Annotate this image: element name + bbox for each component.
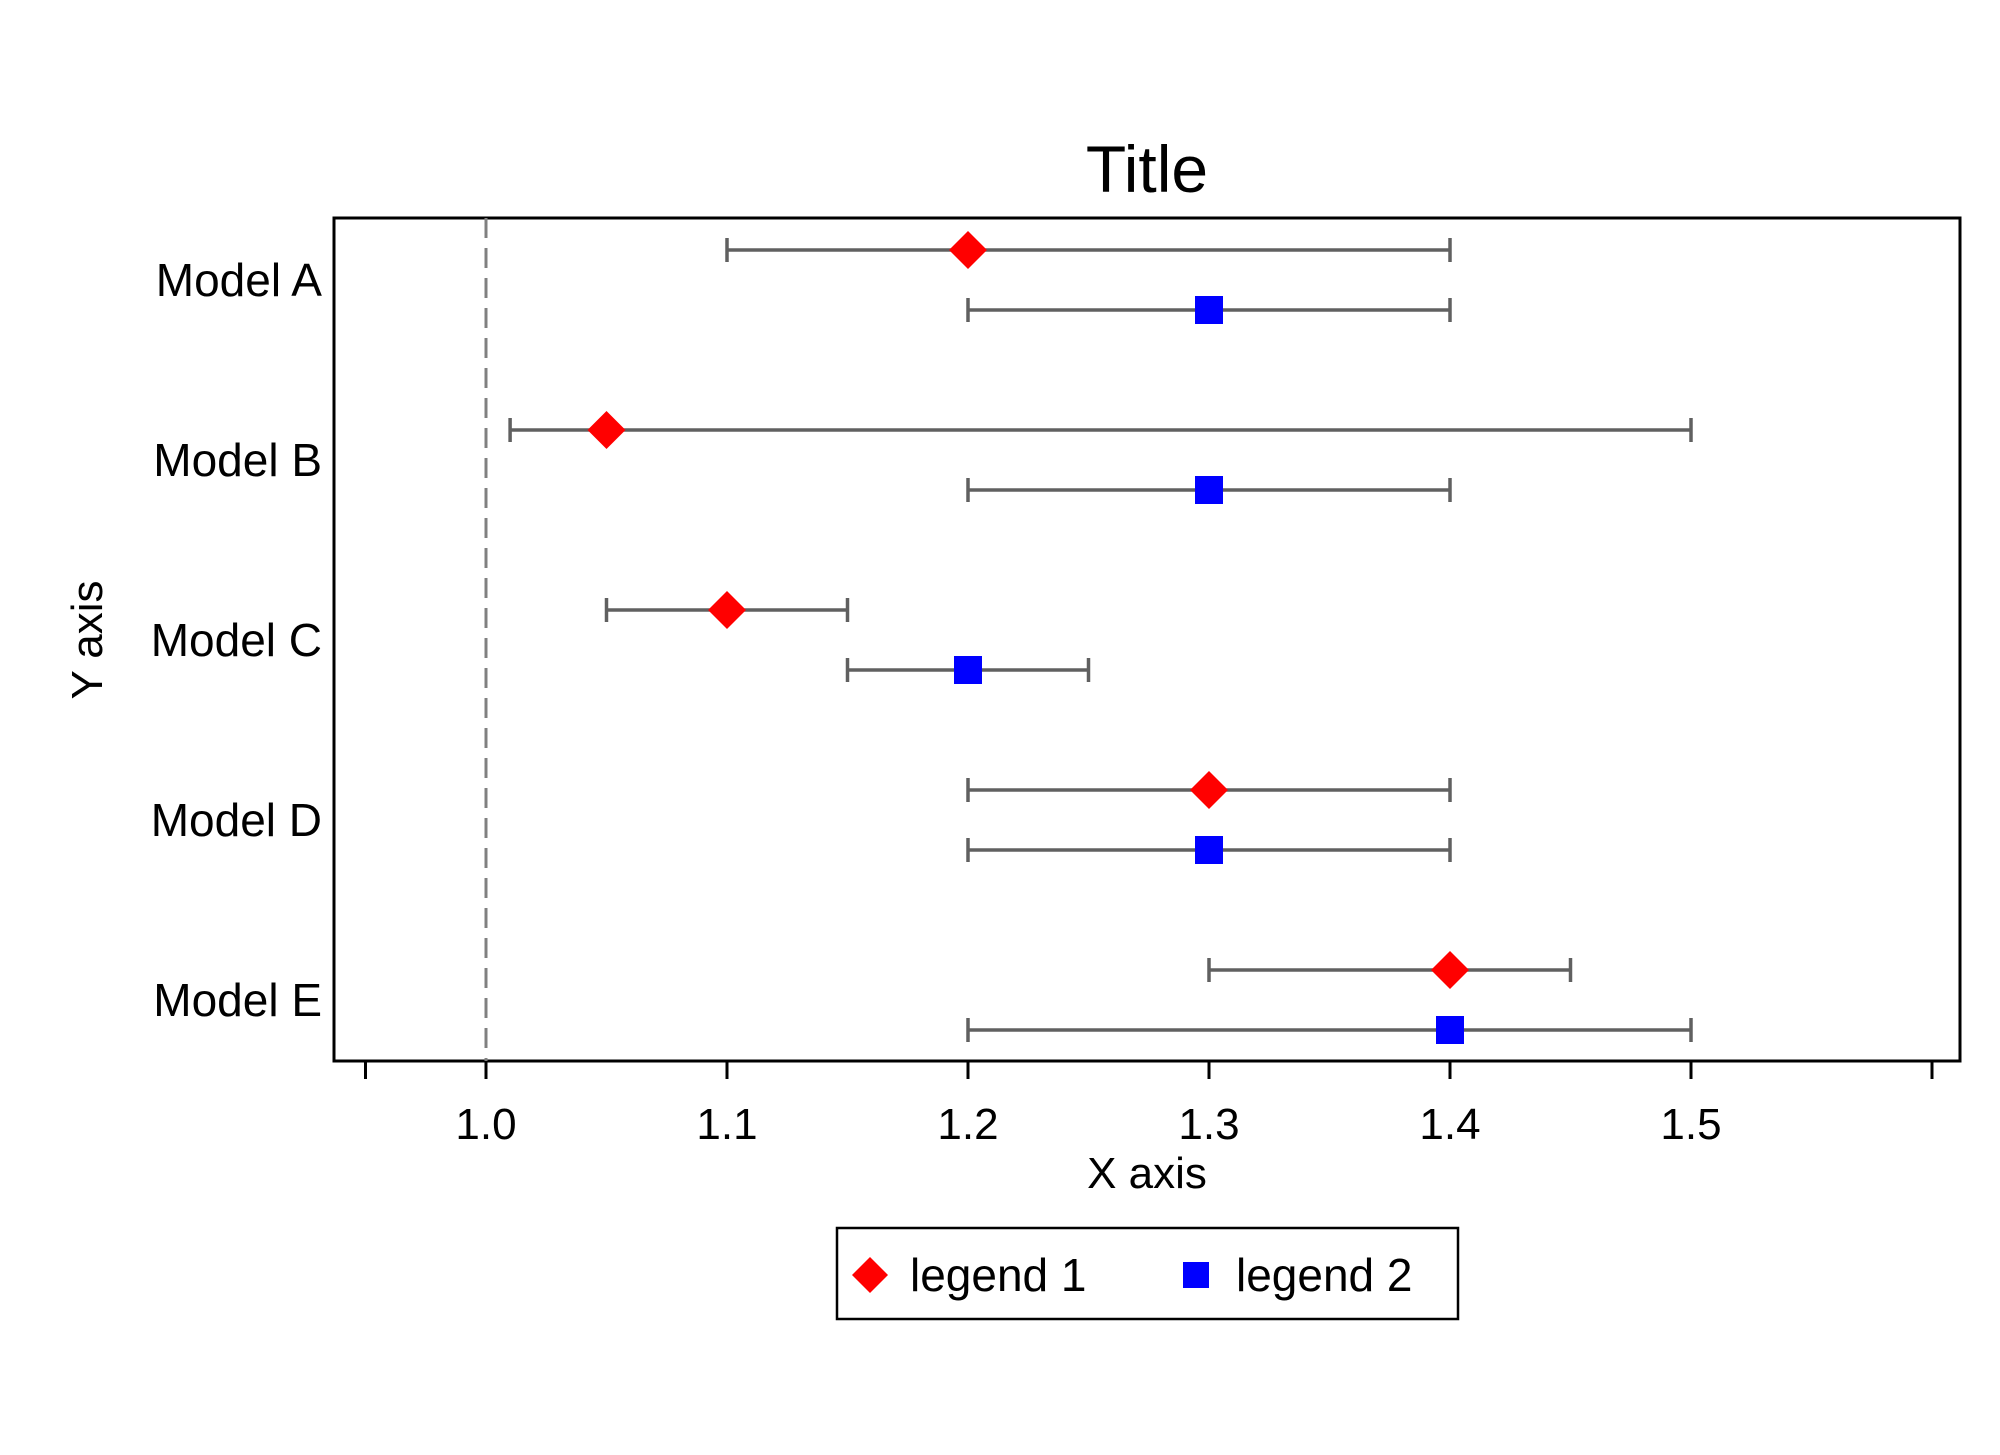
y-category-label: Model C [151,614,322,666]
error-bar [966,1018,1693,1042]
y-category-label: Model E [153,974,322,1026]
legend: legend 1 legend 2 [835,1226,1460,1321]
x-tick-label: 1.4 [1419,1100,1480,1149]
square-marker [1195,476,1223,504]
y-axis-label: Y axis [63,580,112,699]
diamond-marker [949,231,987,269]
y-category-label: Model B [153,434,322,486]
legend-label: legend 2 [1236,1249,1413,1301]
diamond-marker [708,591,746,629]
y-axis: Model A Model B Model C Model D Model E [151,254,323,1026]
x-axis-label: X axis [1087,1149,1207,1198]
square-marker [954,656,982,684]
error-bar [1207,958,1573,982]
legend-diamond-marker [852,1257,888,1293]
diamond-marker [587,411,626,449]
chart-title: Title [1086,132,1208,206]
diamond-marker [1190,771,1228,809]
square-marker [1195,296,1223,324]
legend-frame [835,1226,1460,1321]
y-category-label: Model D [151,794,322,846]
data-markers [587,231,1469,1044]
legend-label: legend 1 [910,1249,1087,1301]
error-bars [508,238,1693,1042]
x-tick-label: 1.2 [937,1100,998,1149]
error-bar [725,238,1452,262]
x-tick-label: 1.0 [455,1100,516,1149]
x-tick-label: 1.1 [696,1100,757,1149]
x-tick-label: 1.3 [1178,1100,1239,1149]
square-marker [1195,836,1223,864]
legend-items: legend 1 legend 2 [852,1249,1413,1301]
y-category-label: Model A [156,254,323,306]
legend-square-marker [1183,1262,1209,1288]
square-marker [1436,1016,1464,1044]
plot-frame [332,216,1962,1063]
error-bar [508,418,1693,442]
x-tick-label: 1.5 [1660,1100,1721,1149]
diamond-marker [1431,951,1469,989]
x-axis: 1.0 1.1 1.2 1.3 1.4 1.5 [364,1061,1934,1149]
